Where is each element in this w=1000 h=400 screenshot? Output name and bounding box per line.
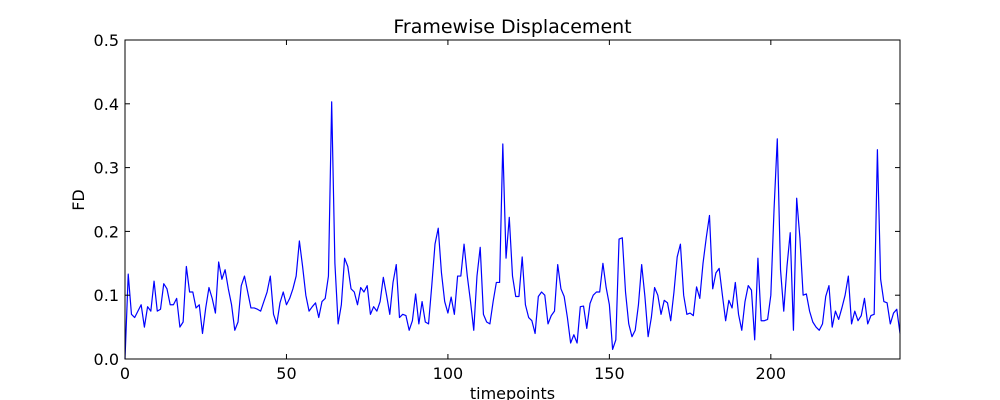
x-tick-label: 200 — [756, 364, 787, 383]
x-tick-label: 0 — [120, 364, 130, 383]
y-tick-label: 0.4 — [94, 95, 119, 114]
y-tick-label: 0.2 — [94, 222, 119, 241]
y-tick-label: 0.0 — [94, 350, 119, 369]
y-axis-label: FD — [69, 189, 88, 211]
y-tick-label: 0.3 — [94, 159, 119, 178]
axis-ticks: 0 50 100 150 200 0.0 0.1 0.2 0.3 0.4 0.5 — [94, 31, 900, 383]
y-tick-label: 0.5 — [94, 31, 119, 50]
y-tick-label: 0.1 — [94, 286, 119, 305]
chart-title: Framewise Displacement — [393, 16, 631, 38]
x-tick-label: 50 — [276, 364, 296, 383]
x-tick-label: 100 — [433, 364, 464, 383]
x-tick-label: 150 — [594, 364, 625, 383]
x-axis-label: timepoints — [470, 384, 555, 400]
plot-frame — [124, 39, 901, 360]
fd-series-line — [124, 101, 901, 360]
plot-area — [124, 101, 901, 360]
